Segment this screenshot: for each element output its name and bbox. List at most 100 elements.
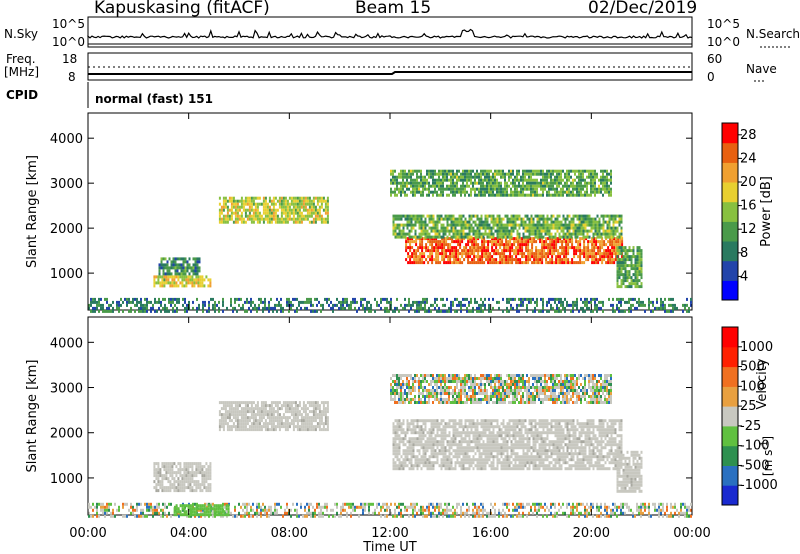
main-band-top-cell <box>546 232 549 236</box>
main-band-cell <box>551 246 554 250</box>
near-range-clutter-cell <box>588 306 590 310</box>
main-band-top-cell <box>582 226 585 230</box>
near-range-clutter-cell <box>126 300 128 304</box>
main-band-cell <box>515 258 518 262</box>
main-band-top-cell <box>496 226 499 230</box>
main-band-cell <box>419 255 422 259</box>
near-range-clutter-cell <box>202 309 204 313</box>
near-range-clutter-cell <box>290 303 292 307</box>
near-range-clutter-cell <box>458 300 460 304</box>
near-range-clutter-cell <box>476 508 478 512</box>
near-range-clutter-cell <box>464 297 466 301</box>
morning-patch-cell <box>228 196 231 200</box>
main-band-cell <box>465 249 468 253</box>
morning-patch-cell <box>248 217 251 221</box>
afternoon-upper-cell <box>416 169 418 173</box>
main-band-top-cell <box>534 226 537 230</box>
afternoon-upper-cell <box>484 169 486 173</box>
near-range-clutter-cell <box>502 309 504 313</box>
afternoon-upper-cell <box>496 172 498 176</box>
afternoon-upper-cell <box>602 172 604 176</box>
near-range-clutter-cell <box>252 514 254 518</box>
afternoon-upper-cell <box>554 178 556 182</box>
early-echoes-low-cell <box>167 278 170 282</box>
near-range-clutter-cell <box>242 502 244 506</box>
near-range-clutter-cell <box>198 514 200 518</box>
afternoon-upper-cell <box>542 178 544 182</box>
main-band-cell <box>473 237 476 241</box>
evening-hook-cell <box>626 258 629 262</box>
main-band-cell <box>495 261 498 265</box>
near-range-clutter-cell <box>256 514 258 518</box>
near-range-clutter-cell <box>640 300 642 304</box>
near-range-clutter-cell <box>260 300 262 304</box>
main-band-cell <box>495 249 498 253</box>
main-band-cell <box>441 258 444 262</box>
main-band-top-cell <box>606 223 609 227</box>
main-band-top-cell <box>584 235 587 239</box>
afternoon-upper-cell <box>482 190 484 194</box>
morning-patch-cell <box>314 220 317 224</box>
early-echoes-high-cell <box>168 266 171 270</box>
main-band-top-cell <box>418 217 421 221</box>
near-range-clutter-cell <box>516 303 518 307</box>
near-range-clutter-cell <box>258 511 260 515</box>
morning-patch-cell <box>252 202 255 206</box>
main-band-cell <box>449 237 452 241</box>
near-range-clutter-cell <box>92 514 94 518</box>
early-echoes-cell <box>173 486 176 490</box>
near-range-clutter-cell <box>554 505 556 509</box>
main-band-top-cell <box>544 232 547 236</box>
early-echoes-low-cell <box>161 278 164 282</box>
near-range-clutter-cell <box>584 309 586 313</box>
main-band-cell <box>491 255 494 259</box>
evening-hook-cell <box>616 276 619 280</box>
near-range-clutter-cell <box>168 297 170 301</box>
afternoon-upper-cell <box>406 193 408 197</box>
main-band-top-cell <box>512 217 515 221</box>
near-range-clutter-cell <box>362 306 364 310</box>
early-echoes-low-cell <box>209 278 212 282</box>
near-range-clutter-cell <box>382 505 384 509</box>
main-band-cell <box>515 261 518 265</box>
main-band-top-cell <box>472 220 475 224</box>
morning-patch-cell <box>282 199 285 203</box>
evening-hook-cell <box>628 270 631 274</box>
main-band-top-cell <box>468 229 471 233</box>
near-range-clutter-cell <box>142 306 144 310</box>
main-band-cell <box>501 240 504 244</box>
early-echoes-cell <box>157 483 160 487</box>
morning-patch-cell <box>218 214 221 218</box>
evening-hook-cell <box>630 249 633 253</box>
early-echoes-cell <box>191 474 194 478</box>
early-echoes-high-cell <box>180 257 183 261</box>
afternoon-upper-cell <box>442 178 444 182</box>
afternoon-upper-cell <box>602 184 604 188</box>
power-y-tick-label: 2000 <box>50 222 83 237</box>
main-band-cell <box>561 261 564 265</box>
afternoon-upper-cell <box>480 184 482 188</box>
morning-patch-cell <box>292 205 295 209</box>
afternoon-upper-cell <box>474 193 476 197</box>
main-band-top-cell <box>588 214 591 218</box>
near-range-clutter-cell <box>326 297 328 301</box>
afternoon-upper-cell <box>488 184 490 188</box>
main-band-cell <box>421 240 424 244</box>
green-streak-cell <box>227 510 230 514</box>
main-band-top-cell <box>534 214 537 218</box>
early-echoes-low-cell <box>185 281 188 285</box>
near-range-clutter-cell <box>186 514 188 518</box>
near-range-clutter-cell <box>456 303 458 307</box>
main-band-cell <box>567 258 570 262</box>
afternoon-upper-cell <box>520 178 522 182</box>
main-band-top-cell <box>550 220 553 224</box>
morning-patch-cell <box>324 208 327 212</box>
main-band-cell <box>479 258 482 262</box>
near-range-clutter-cell <box>348 303 350 307</box>
near-range-clutter-cell <box>102 505 104 509</box>
afternoon-upper-cell <box>490 193 492 197</box>
afternoon-upper-cell <box>578 178 580 182</box>
near-range-clutter-cell <box>474 511 476 515</box>
main-band-top-cell <box>512 229 515 233</box>
morning-patch-cell <box>230 202 233 206</box>
